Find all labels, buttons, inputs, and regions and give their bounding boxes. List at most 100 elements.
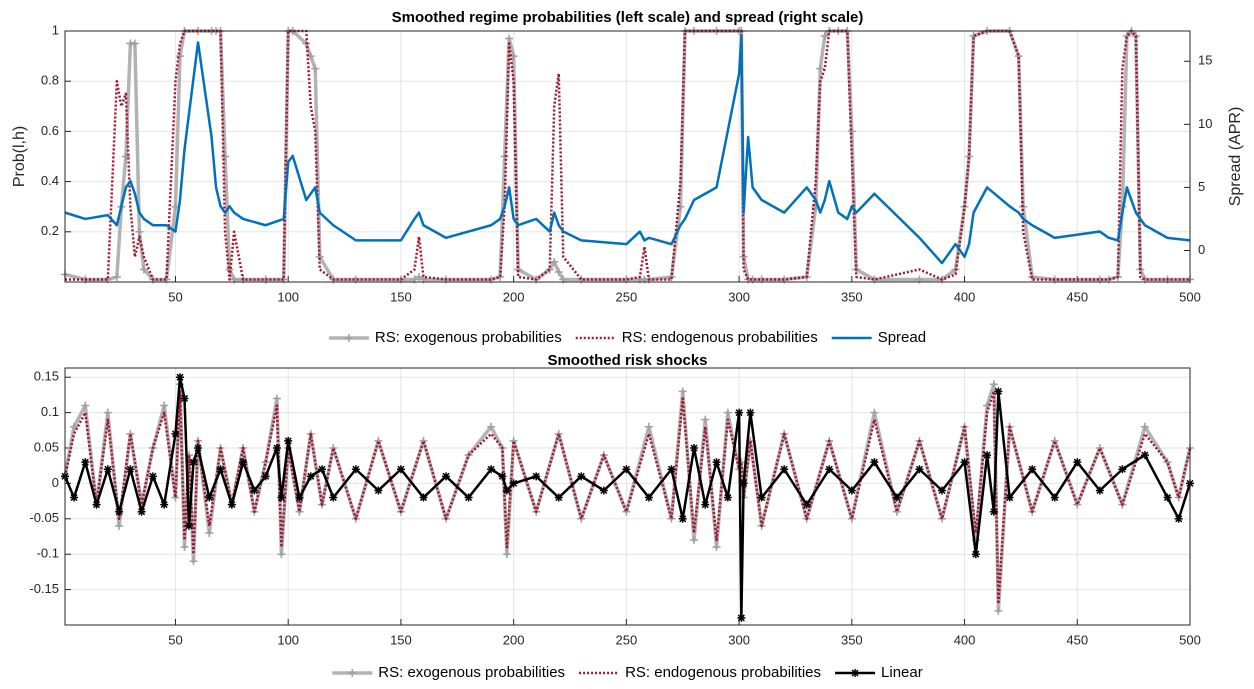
marker — [1095, 486, 1104, 495]
marker — [70, 422, 79, 431]
marker — [1073, 458, 1082, 467]
marker — [284, 436, 293, 445]
marker — [1140, 422, 1149, 431]
axes-box — [64, 367, 1191, 626]
marker — [374, 486, 383, 495]
marker — [295, 493, 304, 502]
y-tick-label: 0.8 — [41, 73, 59, 88]
x-tick-label: 150 — [390, 632, 412, 647]
chart-title: Smoothed risk shocks — [547, 352, 707, 369]
marker — [1163, 493, 1172, 502]
marker — [554, 267, 563, 276]
marker — [81, 458, 90, 467]
marker — [272, 394, 281, 403]
marker — [189, 458, 198, 467]
plot-area — [65, 31, 1190, 282]
marker — [1118, 465, 1127, 474]
marker — [121, 152, 130, 161]
legend-marker — [348, 669, 357, 677]
x-tick-label: 50 — [168, 289, 182, 304]
marker — [81, 401, 90, 410]
marker — [994, 387, 1003, 396]
marker — [532, 472, 541, 481]
marker — [227, 500, 236, 509]
marker — [994, 606, 1003, 615]
legend-marker — [344, 334, 353, 342]
marker — [690, 536, 699, 545]
x-tick-label: 200 — [503, 289, 525, 304]
marker — [216, 465, 225, 474]
y-tick-label: -0.1 — [37, 546, 59, 561]
x-tick-label: 150 — [390, 289, 412, 304]
y-tick-label: -0.05 — [29, 510, 59, 525]
marker — [115, 507, 124, 516]
y-tick-label: 0.1 — [41, 404, 59, 419]
marker — [464, 493, 473, 502]
marker — [414, 272, 423, 281]
x-tick-label: 350 — [841, 289, 863, 304]
series-line — [63, 390, 1192, 606]
marker — [509, 479, 518, 488]
marker — [500, 152, 509, 161]
x-tick-label: 200 — [503, 632, 525, 647]
marker — [960, 458, 969, 467]
marker — [712, 458, 721, 467]
marker — [160, 500, 169, 509]
y-tick-label: 0.4 — [41, 173, 59, 188]
marker — [989, 507, 998, 516]
marker — [1140, 451, 1149, 460]
marker — [505, 34, 514, 43]
y-axis-label: Prob(l,h) — [11, 126, 28, 187]
marker — [502, 550, 511, 559]
y-tick-label: 0.6 — [41, 123, 59, 138]
marker — [1050, 493, 1059, 502]
marker — [112, 272, 121, 281]
marker — [1122, 32, 1131, 41]
x-tick-label: 500 — [1179, 632, 1201, 647]
y-tick-label: 0.2 — [41, 223, 59, 238]
marker — [396, 465, 405, 474]
marker — [737, 613, 746, 622]
marker — [1005, 493, 1014, 502]
marker — [498, 472, 507, 481]
y-tick-label: -0.15 — [29, 581, 59, 596]
marker — [419, 493, 428, 502]
marker — [175, 373, 184, 382]
y-tick-label: 0.05 — [34, 439, 59, 454]
marker — [103, 408, 112, 417]
marker — [971, 550, 980, 559]
chart-title: Smoothed regime probabilities (left scal… — [392, 9, 864, 26]
x-tick-label: 450 — [1066, 632, 1088, 647]
marker — [892, 493, 901, 502]
marker — [180, 394, 189, 403]
x-tick-label: 250 — [616, 632, 638, 647]
marker — [135, 227, 144, 236]
x-tick-label: 100 — [277, 632, 299, 647]
marker — [487, 422, 496, 431]
marker — [644, 422, 653, 431]
marker — [735, 408, 744, 417]
marker — [678, 514, 687, 523]
marker — [184, 521, 193, 530]
legend: RS: exogenous probabilities RS: endogenou… — [328, 329, 926, 346]
marker — [870, 458, 879, 467]
marker — [272, 444, 281, 453]
legend-label: RS: endogenous probabilities — [622, 329, 818, 346]
legend-label: Spread — [878, 329, 926, 346]
marker — [189, 557, 198, 566]
axes-box — [64, 30, 1191, 283]
marker — [205, 493, 214, 502]
marker — [148, 472, 157, 481]
marker — [351, 465, 360, 474]
marker — [70, 493, 79, 502]
marker — [746, 408, 755, 417]
marker — [690, 444, 699, 453]
marker — [915, 465, 924, 474]
marker — [554, 493, 563, 502]
marker — [938, 486, 947, 495]
legend-label: RS: endogenous probabilities — [625, 664, 821, 681]
x-tick-label: 450 — [1066, 289, 1088, 304]
y-tick-label: 0.15 — [34, 369, 59, 384]
marker — [306, 472, 315, 481]
marker — [311, 64, 320, 73]
